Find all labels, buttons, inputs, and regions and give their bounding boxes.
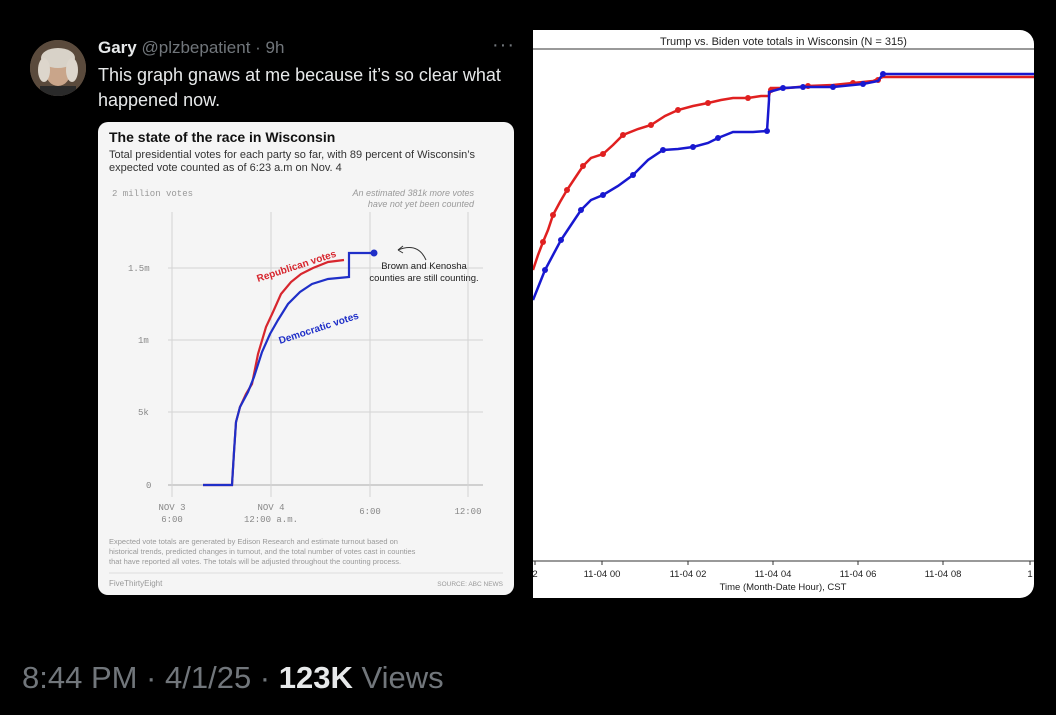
x-tick-label: 2	[533, 569, 538, 580]
x-tick-label: 12:00	[454, 507, 481, 517]
trump-series-line	[533, 75, 1034, 271]
x-tick-label: 11-04 06	[840, 569, 877, 580]
views-count: 123K	[278, 660, 353, 695]
tweet-footer: 8:44 PM · 4/1/25 · 123K Views	[22, 660, 444, 696]
democratic-series-line	[203, 251, 374, 487]
fivethirtyeight-chart-image[interactable]: The state of the race in Wisconsin Total…	[98, 122, 514, 595]
x-tick-label: NOV 3	[158, 503, 185, 513]
democratic-series-label: Democratic votes	[278, 310, 361, 346]
chart-title: Trump vs. Biden vote totals in Wisconsin…	[660, 36, 907, 48]
republican-series-line	[203, 258, 345, 487]
more-horizontal-icon[interactable]: ···	[492, 34, 515, 56]
footnote-line: Expected vote totals are generated by Ed…	[109, 537, 398, 546]
views-label: Views	[352, 660, 444, 695]
handle-and-time[interactable]: @plzbepatient · 9h	[141, 38, 285, 57]
note-line-1: An estimated 381k more votes	[351, 188, 474, 198]
x-tick-label: 11-04 04	[755, 569, 792, 580]
vote-totals-chart-image[interactable]: Trump vs. Biden vote totals in Wisconsin…	[533, 30, 1034, 598]
x-tick-label: NOV 4	[257, 503, 284, 513]
note-line-2: have not yet been counted	[368, 199, 475, 209]
x-tick-label: 11-04 08	[925, 569, 962, 580]
footnote-line: that have reported all votes. The totals…	[109, 557, 401, 566]
chart-subtitle: Total presidential votes for each party …	[109, 149, 476, 174]
democratic-endpoint-dot	[370, 249, 378, 257]
annotation-line-1: Brown and Kenosha	[381, 261, 467, 272]
x-tick-label: 6:00	[359, 507, 381, 517]
x-tick-label: 11-04 02	[670, 569, 707, 580]
footnote-line: historical trends, predicted changes in …	[109, 547, 416, 556]
x-axis-label: Time (Month-Date Hour), CST	[720, 582, 847, 593]
x-tick-label: 6:00	[161, 515, 183, 525]
biden-series-markers	[542, 71, 886, 273]
x-tick-label: 1	[1027, 569, 1032, 580]
y-top-label: 2 million votes	[112, 189, 193, 199]
vote-totals-plot: 2 11-04 00 11-04 02 11-04 04 11-04 06 11…	[533, 48, 1034, 593]
chart-title: The state of the race in Wisconsin	[109, 129, 336, 145]
biden-series-line	[533, 72, 1034, 301]
tweet-header: Gary @plzbepatient · 9h	[98, 38, 284, 58]
tweet-text: This graph gnaws at me because it’s so c…	[98, 65, 501, 110]
y-tick-label: 0	[146, 481, 151, 491]
source-label: SOURCE: ABC NEWS	[437, 581, 503, 588]
avatar-image	[30, 40, 86, 96]
fivethirtyeight-plot: 2 million votes An estimated 381k more v…	[109, 188, 504, 588]
annotation-line-2: counties are still counting.	[369, 273, 478, 284]
trump-series-markers	[540, 77, 881, 245]
y-tick-label: 5k	[138, 408, 149, 418]
timestamp[interactable]: 8:44 PM · 4/1/25 ·	[22, 660, 279, 695]
display-name[interactable]: Gary	[98, 38, 137, 57]
brand-label: FiveThirtyEight	[109, 579, 163, 588]
annotation-arrow-icon	[397, 247, 427, 261]
x-tick-label: 12:00 a.m.	[244, 515, 298, 525]
y-tick-label: 1.5m	[128, 264, 150, 274]
avatar[interactable]	[30, 40, 86, 96]
x-tick-label: 11-04 00	[584, 569, 621, 580]
y-tick-label: 1m	[138, 336, 149, 346]
